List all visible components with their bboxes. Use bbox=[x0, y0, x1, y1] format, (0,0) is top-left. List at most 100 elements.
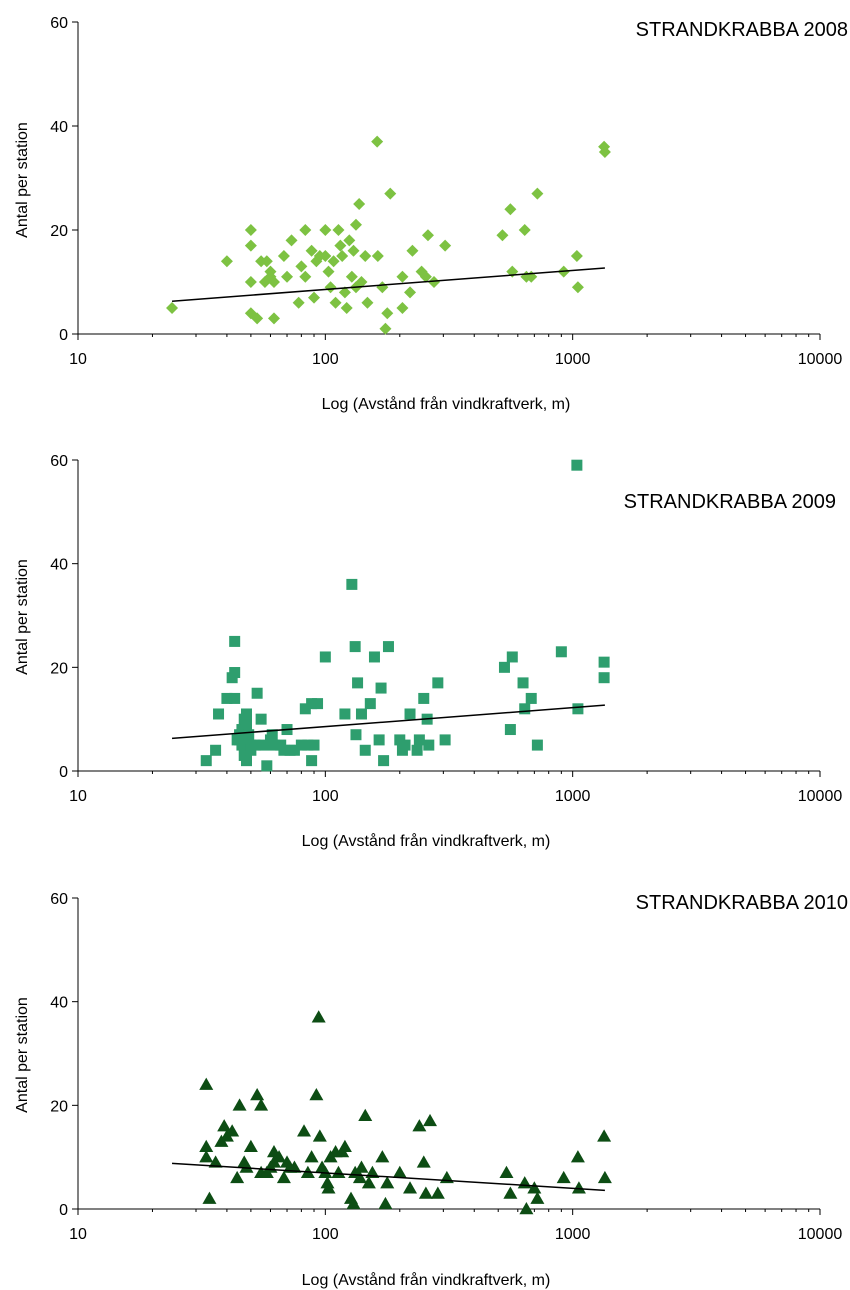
y-tick-label: 40 bbox=[50, 557, 68, 574]
data-point bbox=[418, 692, 430, 704]
data-point bbox=[232, 1098, 247, 1111]
data-point bbox=[220, 255, 233, 268]
x-tick-label: 100 bbox=[312, 788, 339, 805]
axes: 0 20 40 60 10 100 1000 10000 bbox=[50, 453, 842, 805]
data-point bbox=[244, 239, 257, 252]
data-point bbox=[199, 1139, 214, 1153]
x-tick-label: 100 bbox=[312, 1226, 339, 1243]
y-tick-label: 0 bbox=[59, 764, 68, 781]
data-point bbox=[336, 250, 349, 262]
data-point bbox=[519, 1202, 534, 1215]
data-point bbox=[347, 244, 360, 257]
data-point bbox=[334, 239, 347, 252]
data-point bbox=[371, 135, 384, 148]
data-points bbox=[166, 135, 611, 335]
data-point bbox=[243, 729, 255, 741]
data-point bbox=[345, 270, 358, 283]
data-point bbox=[354, 1160, 369, 1173]
data-point bbox=[396, 270, 409, 283]
data-point bbox=[373, 734, 385, 746]
data-point bbox=[403, 1181, 418, 1194]
y-axis-label: Antal per station bbox=[14, 997, 31, 1113]
data-point bbox=[337, 1139, 352, 1153]
data-point bbox=[376, 281, 389, 294]
data-point bbox=[423, 1113, 438, 1127]
data-point bbox=[598, 656, 610, 668]
y-tick-label: 20 bbox=[50, 223, 68, 240]
data-point bbox=[244, 276, 257, 288]
data-point bbox=[221, 692, 233, 704]
data-point bbox=[355, 708, 367, 720]
data-point bbox=[202, 1191, 217, 1204]
data-point bbox=[375, 682, 387, 694]
data-point bbox=[352, 677, 364, 689]
x-tick-label: 10 bbox=[69, 351, 87, 368]
data-point bbox=[288, 744, 300, 756]
data-point bbox=[346, 578, 358, 590]
data-point bbox=[266, 729, 278, 741]
data-points bbox=[171, 459, 610, 772]
data-point bbox=[517, 677, 529, 689]
data-point bbox=[320, 1176, 335, 1189]
data-point bbox=[518, 224, 531, 236]
data-point bbox=[519, 703, 531, 715]
data-point bbox=[340, 302, 353, 314]
data-point bbox=[311, 1010, 326, 1023]
chart-title: STRANDKRABBA 2008 bbox=[636, 19, 848, 41]
data-point bbox=[496, 229, 509, 242]
data-point bbox=[200, 755, 212, 767]
data-point bbox=[306, 755, 318, 767]
data-point bbox=[503, 1186, 518, 1199]
data-point bbox=[416, 1155, 431, 1168]
data-point bbox=[379, 322, 392, 335]
data-point bbox=[243, 1139, 258, 1153]
data-point bbox=[392, 1165, 407, 1178]
data-point bbox=[287, 1160, 302, 1173]
y-tick-label: 40 bbox=[50, 995, 68, 1012]
data-point bbox=[217, 1119, 232, 1132]
data-point bbox=[555, 646, 567, 658]
data-point bbox=[571, 1181, 586, 1194]
y-tick-label: 60 bbox=[50, 891, 68, 908]
data-point bbox=[319, 651, 331, 663]
data-point bbox=[322, 265, 335, 278]
data-point bbox=[413, 734, 425, 746]
y-tick-label: 0 bbox=[59, 327, 68, 344]
y-tick-label: 0 bbox=[59, 1202, 68, 1219]
data-point bbox=[412, 1119, 427, 1132]
chart-title: STRANDKRABBA 2010 bbox=[636, 892, 848, 914]
data-point bbox=[329, 296, 342, 309]
data-point bbox=[295, 260, 308, 273]
data-point bbox=[381, 307, 394, 320]
axes: 0 20 40 60 10 100 1000 10000 bbox=[50, 15, 842, 368]
data-point bbox=[339, 708, 351, 720]
data-point bbox=[338, 286, 351, 299]
data-point bbox=[249, 739, 261, 751]
data-point bbox=[230, 1170, 245, 1184]
data-point bbox=[318, 1165, 333, 1178]
data-point bbox=[312, 1129, 327, 1142]
data-point bbox=[571, 459, 583, 471]
data-point bbox=[321, 1181, 336, 1194]
data-point bbox=[527, 1181, 542, 1194]
data-point bbox=[380, 1176, 395, 1189]
data-point bbox=[319, 224, 332, 236]
data-point bbox=[361, 1176, 376, 1189]
data-point bbox=[236, 739, 248, 751]
data-point bbox=[375, 1150, 390, 1163]
data-point bbox=[225, 1124, 240, 1137]
data-point bbox=[506, 651, 518, 663]
data-point bbox=[261, 760, 273, 772]
data-point bbox=[308, 739, 320, 751]
data-point bbox=[302, 739, 314, 751]
data-point bbox=[432, 677, 444, 689]
data-point bbox=[239, 1160, 254, 1173]
data-point bbox=[439, 239, 452, 252]
data-point bbox=[276, 1170, 291, 1184]
data-point bbox=[308, 291, 321, 304]
data-point bbox=[299, 224, 312, 236]
x-tick-label: 1000 bbox=[555, 788, 591, 805]
